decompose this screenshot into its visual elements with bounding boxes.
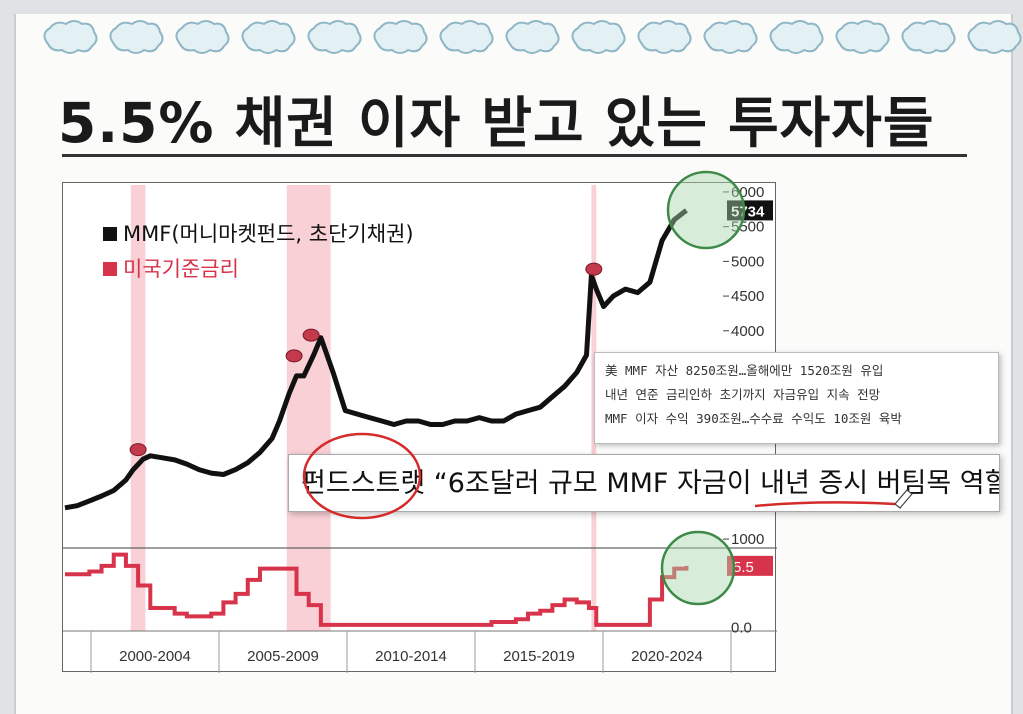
cloud-decoration bbox=[769, 20, 824, 54]
y-tick-label: 0.0 bbox=[731, 620, 752, 637]
scallop-border bbox=[43, 20, 1022, 54]
x-category-label: 2020-2024 bbox=[631, 648, 703, 665]
chart-svg: 1000150020002500300035004000450050005500… bbox=[63, 184, 777, 673]
news-line: 美 MMF 자산 8250조원…올해에만 1520조원 유입 bbox=[605, 363, 884, 378]
y-tick-label: 4500 bbox=[731, 288, 764, 305]
cloud-decoration bbox=[307, 20, 362, 54]
highlight-circle bbox=[666, 170, 746, 250]
legend-label-mmf: MMF(머니마켓펀드, 초단기채권) bbox=[123, 222, 414, 246]
headline-text: 펀드스트랫 “6조달러 규모 MMF 자금이 내년 증시 버팀목 역할” bbox=[301, 468, 1000, 499]
y-tick-label: 6000 bbox=[731, 184, 764, 201]
cloud-decoration bbox=[505, 20, 560, 54]
cloud-decoration bbox=[835, 20, 890, 54]
y-tick-label: 5500 bbox=[731, 219, 764, 236]
legend-swatch-rate bbox=[103, 262, 117, 276]
pen-icon bbox=[894, 489, 913, 509]
slide-title: 5.5% 채권 이자 받고 있는 투자자들 bbox=[58, 91, 935, 155]
cloud-decoration bbox=[175, 20, 230, 54]
last-value-label: 5.5 bbox=[733, 559, 754, 576]
last-value-badge bbox=[727, 555, 773, 576]
y-tick-label: 5000 bbox=[731, 253, 764, 270]
last-value-badge bbox=[727, 200, 773, 221]
event-marker bbox=[302, 328, 320, 342]
mmf-series-line bbox=[64, 208, 688, 511]
cloud-decoration bbox=[43, 20, 98, 54]
rate-series-line bbox=[65, 552, 689, 627]
hand-drawn-circle bbox=[302, 432, 422, 520]
title-underline bbox=[62, 154, 967, 157]
x-category-label: 2000-2004 bbox=[119, 648, 191, 665]
recession-shade bbox=[286, 185, 331, 631]
cloud-decoration bbox=[967, 20, 1022, 54]
cloud-decoration bbox=[901, 20, 956, 54]
legend-swatch-mmf bbox=[103, 227, 117, 241]
news-line: MMF 이자 수익 390조원…수수료 수익도 10조원 육박 bbox=[605, 411, 902, 426]
cloud-decoration bbox=[571, 20, 626, 54]
event-marker bbox=[129, 443, 147, 457]
cloud-decoration bbox=[637, 20, 692, 54]
recession-shade bbox=[130, 185, 146, 631]
cloud-decoration bbox=[241, 20, 296, 54]
x-category-label: 2010-2014 bbox=[375, 648, 447, 665]
last-value-label: 5734 bbox=[731, 203, 765, 220]
cloud-decoration bbox=[439, 20, 494, 54]
x-category-label: 2005-2009 bbox=[247, 648, 319, 665]
recession-shade bbox=[591, 185, 597, 631]
news-summary-box: 美 MMF 자산 8250조원…올해에만 1520조원 유입 내년 연준 금리인… bbox=[594, 352, 999, 444]
legend-label-rate: 미국기준금리 bbox=[123, 257, 239, 281]
y-tick-label: 1000 bbox=[731, 531, 764, 548]
news-line: 내년 연준 금리인하 초기까지 자금유입 지속 전망 bbox=[605, 387, 881, 402]
event-marker bbox=[585, 262, 603, 276]
event-marker bbox=[285, 349, 303, 363]
hand-drawn-underline bbox=[754, 501, 896, 508]
x-category-label: 2015-2019 bbox=[503, 648, 575, 665]
cloud-decoration bbox=[109, 20, 164, 54]
cloud-decoration bbox=[703, 20, 758, 54]
y-tick-label: 4000 bbox=[731, 323, 764, 340]
highlight-circle bbox=[660, 530, 736, 606]
cloud-decoration bbox=[373, 20, 428, 54]
